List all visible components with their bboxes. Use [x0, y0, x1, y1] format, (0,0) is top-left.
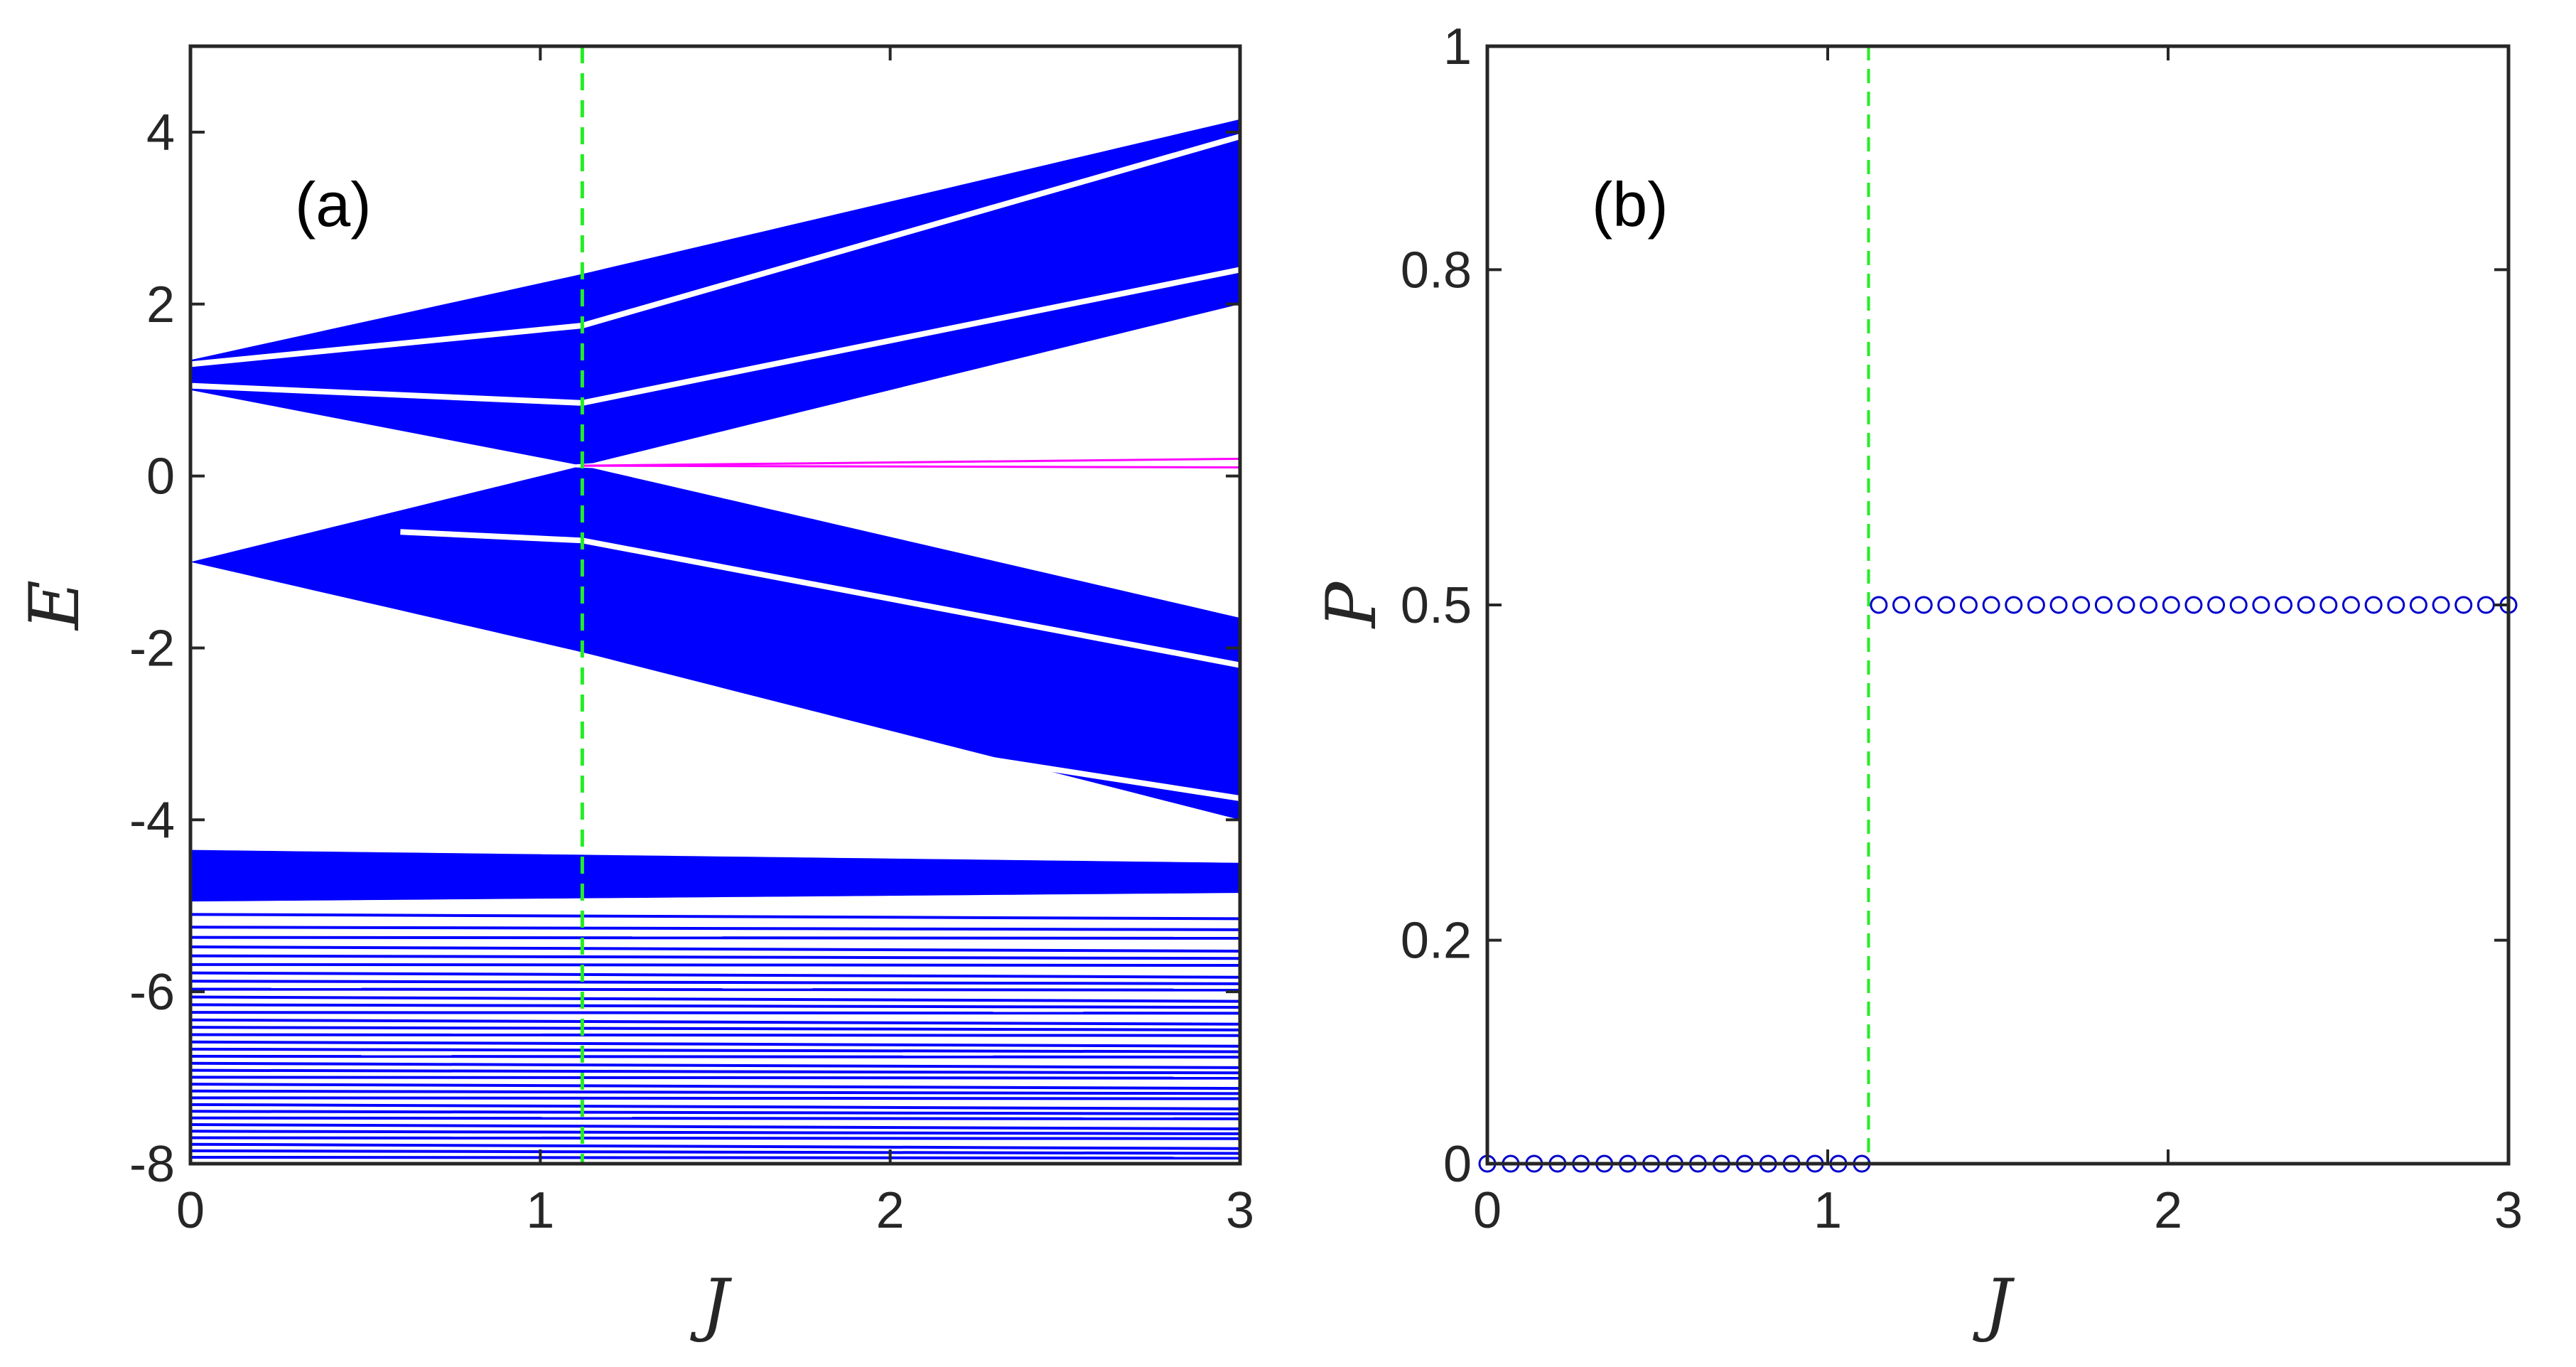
bulk-level-line [190, 1149, 1240, 1155]
bulk-level-line [190, 1018, 1240, 1026]
data-point [2027, 596, 2045, 614]
panel-a-plot-area [190, 46, 1240, 1164]
panel-a-y-tick-label: -4 [129, 792, 175, 849]
bulk-level-line [190, 1089, 1240, 1095]
panel-b-y-tick-label: 0.5 [1401, 577, 1472, 634]
panel-a-y-tick-label: -8 [129, 1136, 175, 1193]
panel-a-y-tick-label: -2 [129, 620, 175, 677]
band-1 [190, 467, 1240, 820]
panel-a-y-tick-label: -6 [129, 964, 175, 1021]
bulk-level-line [190, 954, 1240, 960]
data-point [2005, 596, 2023, 614]
band-0 [190, 119, 1240, 465]
data-point [2297, 596, 2315, 614]
bulk-level-line [190, 945, 1240, 953]
bulk-level-line [190, 1155, 1240, 1160]
panel-a-y-tick-label: 4 [146, 104, 175, 161]
bulk-level-line [190, 1110, 1240, 1115]
panel-b-x-tick-label: 1 [1814, 1182, 1842, 1239]
bulk-level-line [190, 1083, 1240, 1090]
edge-state-line-1 [582, 464, 1240, 469]
bulk-level-line [190, 1033, 1240, 1037]
bulk-level-line [190, 1123, 1240, 1131]
band-2 [190, 849, 1240, 902]
panel-a-energy-spectrum: 0 1 2 3 4 2 0 -2 -4 -6 -8 (a) J E [15, 44, 1254, 1344]
band-1-gap-1 [714, 714, 1240, 802]
data-point [2049, 596, 2068, 614]
bulk-level-line [190, 1003, 1240, 1009]
data-point [2319, 596, 2338, 614]
panel-b-x-axis-label: J [1972, 1265, 2015, 1344]
data-point [2432, 596, 2450, 614]
bulk-level-line [190, 1047, 1240, 1054]
bulk-level-line [190, 1130, 1240, 1135]
panel-a-x-axis-label: J [689, 1265, 732, 1344]
bulk-level-line [190, 1026, 1240, 1031]
data-point [2229, 596, 2248, 614]
bulk-level-line [190, 1061, 1240, 1069]
data-point [2387, 596, 2405, 614]
data-point [1892, 596, 1910, 614]
panel-b-y-tick-label: 1 [1443, 18, 1472, 75]
data-point [1937, 596, 1956, 614]
bulk-level-line [190, 1011, 1240, 1015]
panel-b-y-tick-label: 0.8 [1401, 242, 1472, 299]
bulk-level-line [190, 1076, 1240, 1080]
data-point [2409, 596, 2427, 614]
panel-a-x-tick-label: 1 [526, 1182, 554, 1239]
data-point [2275, 596, 2293, 614]
panel-a-y-tick-label: 2 [146, 277, 175, 333]
data-point [1914, 596, 1933, 614]
panel-a-x-tick-label: 3 [1226, 1182, 1254, 1239]
panel-b-label: (b) [1592, 169, 1669, 240]
panel-a-x-tick-label: 0 [176, 1182, 205, 1239]
bulk-level-line [190, 926, 1240, 931]
bulk-level-line [190, 1068, 1240, 1075]
data-point [2341, 596, 2360, 614]
bulk-level-line [190, 971, 1240, 979]
data-point [2454, 596, 2473, 614]
bulk-level-line [190, 913, 1240, 921]
panel-b-x-tick-label: 2 [2154, 1182, 2182, 1239]
bulk-level-line [190, 987, 1240, 992]
data-point [2207, 596, 2226, 614]
bulk-level-line [190, 995, 1240, 1003]
panel-b-y-tick-label: 0.2 [1401, 913, 1472, 970]
data-point [2477, 596, 2495, 614]
data-point [2072, 596, 2091, 614]
bulk-level-line [190, 1040, 1240, 1048]
data-point [2184, 596, 2203, 614]
panel-b-y-tick-label: 0 [1443, 1136, 1472, 1193]
panel-b-polarization: 0 1 2 3 0 0.2 0.5 0.8 1 (b) J P [1312, 18, 2523, 1344]
bulk-level-line [190, 980, 1240, 985]
panel-b-y-axis-label: P [1312, 581, 1391, 629]
bulk-level-line [190, 1103, 1240, 1110]
panel-a-axes-frame [188, 44, 1242, 1166]
data-point [1959, 596, 1978, 614]
panel-a-y-tick-label: 0 [146, 449, 175, 505]
bulk-level-line [190, 1136, 1240, 1140]
data-point [2364, 596, 2383, 614]
panel-a-y-axis-label: E [15, 580, 95, 631]
data-point [2140, 596, 2158, 614]
data-point [2094, 596, 2113, 614]
panel-a-ticks: 0 1 2 3 4 2 0 -2 -4 -6 -8 [129, 46, 1254, 1239]
data-point [2162, 596, 2180, 614]
bulk-level-line [190, 1142, 1240, 1150]
panel-b-ticks: 0 1 2 3 0 0.2 0.5 0.8 1 [1401, 18, 2523, 1239]
data-point [1870, 596, 1888, 614]
data-point [2117, 596, 2135, 614]
panel-a-x-tick-label: 2 [876, 1182, 905, 1239]
bulk-level-line [190, 1116, 1240, 1120]
panel-b-x-tick-label: 0 [1473, 1182, 1502, 1239]
data-point [1982, 596, 2000, 614]
edge-state-line-0 [582, 457, 1240, 467]
bulk-level-line [190, 1054, 1240, 1059]
panel-b-x-tick-label: 3 [2494, 1182, 2523, 1239]
panel-a-label: (a) [295, 169, 372, 240]
data-point [2252, 596, 2270, 614]
